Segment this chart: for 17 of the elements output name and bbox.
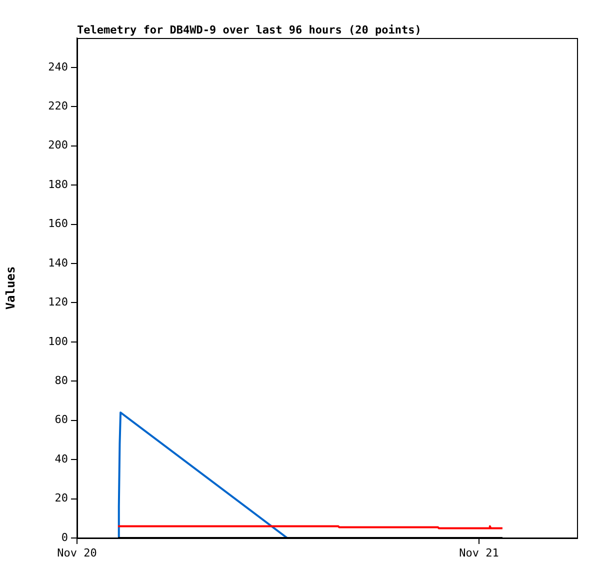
y-tick-label: 60 [54, 413, 68, 426]
x-tick-label: Nov 21 [459, 546, 499, 560]
y-tick-label: 220 [48, 99, 68, 112]
y-tick-label: 200 [48, 138, 68, 152]
y-axis-title: Values [3, 266, 18, 310]
y-tick-label: 240 [48, 60, 68, 74]
chart-title: Telemetry for DB4WD-9 over last 96 hours (20 points) [77, 23, 422, 36]
y-tick-label: 180 [48, 178, 68, 191]
y-tick-label: 20 [54, 492, 68, 505]
y-tick-label: 160 [48, 217, 68, 230]
y-tick-label: 120 [48, 296, 68, 309]
y-tick-label: 80 [54, 374, 68, 387]
x-tick-label: Nov 20 [57, 546, 97, 560]
y-tick-label: 100 [48, 334, 68, 348]
y-tick-label: 140 [48, 256, 68, 270]
y-tick-label: 40 [54, 452, 68, 466]
y-tick-label: 0 [61, 530, 68, 544]
